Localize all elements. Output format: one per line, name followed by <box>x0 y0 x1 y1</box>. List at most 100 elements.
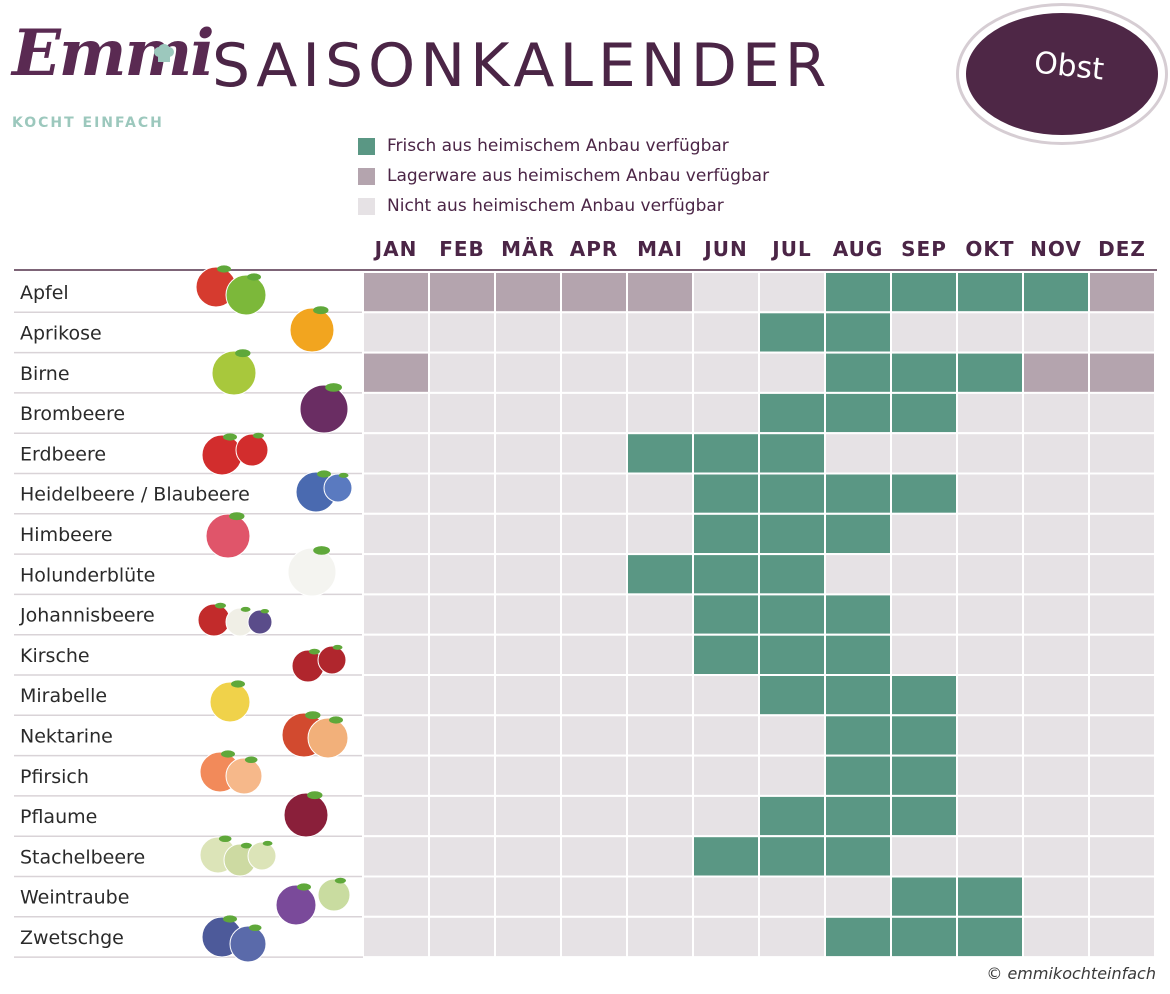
calendar-cell <box>362 714 430 757</box>
calendar-cell <box>1088 794 1156 838</box>
calendar-cell <box>626 351 694 394</box>
calendar-cell <box>1088 432 1156 475</box>
calendar-cell <box>824 512 892 556</box>
mirabelle-icon <box>209 680 251 723</box>
calendar-cell <box>1022 875 1090 918</box>
calendar-cell <box>494 915 562 959</box>
copyright-footer: © emmikochteinfach <box>986 964 1156 983</box>
calendar-cell <box>758 432 826 475</box>
calendar-cell <box>362 915 430 959</box>
month-label: JUN <box>702 237 747 261</box>
calendar-cell <box>362 754 430 797</box>
calendar-cell <box>560 271 628 314</box>
pear-icon <box>211 349 257 396</box>
fruit-label: Nektarine <box>20 725 113 747</box>
legend-swatch-storage <box>358 167 375 185</box>
calendar-cell <box>824 432 892 475</box>
fruit-label: Aprikose <box>20 322 102 344</box>
calendar-cell <box>890 915 958 959</box>
calendar-cell <box>494 311 562 354</box>
calendar-cell <box>824 593 892 636</box>
legend-item-storage: Lagerware aus heimischem Anbau verfügbar <box>358 161 769 191</box>
calendar-cell <box>758 593 826 636</box>
calendar-cell <box>692 432 760 475</box>
calendar-cell <box>758 714 826 757</box>
calendar-cell <box>560 633 628 677</box>
calendar-cell <box>890 875 958 918</box>
calendar-cell <box>692 915 760 959</box>
calendar-cell <box>890 674 958 717</box>
calendar-cell <box>1088 915 1156 959</box>
calendar-cell <box>1088 835 1156 878</box>
fruit-label: Himbeere <box>20 524 113 546</box>
calendar-cell <box>1088 311 1156 354</box>
month-label: APR <box>570 237 619 261</box>
calendar-cell <box>560 714 628 757</box>
calendar-cell <box>362 875 430 918</box>
strawberry-icon <box>201 432 269 476</box>
calendar-cell <box>1088 553 1156 596</box>
page-title: SAISONKALENDER <box>212 31 832 101</box>
calendar-cell <box>494 351 562 394</box>
calendar-cell <box>956 633 1024 677</box>
calendar-cell <box>362 391 430 435</box>
calendar-cell <box>956 432 1024 475</box>
calendar-cell <box>494 875 562 918</box>
calendar-cell <box>956 915 1024 959</box>
legend-swatch-none <box>358 197 375 215</box>
calendar-cell <box>890 432 958 475</box>
calendar-cell <box>428 472 496 515</box>
calendar-cell <box>1088 633 1156 677</box>
calendar-cell <box>824 794 892 838</box>
calendar-cell <box>824 674 892 717</box>
calendar-cell <box>362 633 430 677</box>
calendar-cell <box>1088 271 1156 314</box>
calendar-cell <box>1088 351 1156 394</box>
calendar-cell <box>890 553 958 596</box>
legend-item-fresh: Frisch aus heimischem Anbau verfügbar <box>358 131 769 161</box>
calendar-cell <box>956 875 1024 918</box>
calendar-cell <box>758 271 826 314</box>
calendar-cell <box>956 351 1024 394</box>
calendar-cell <box>494 674 562 717</box>
apricot-icon <box>289 306 335 353</box>
calendar-cell <box>1022 915 1090 959</box>
cherry-icon <box>291 644 347 683</box>
category-badge-ring <box>956 3 1168 145</box>
calendar-cell <box>560 915 628 959</box>
calendar-cell <box>428 754 496 797</box>
calendar-cell <box>692 351 760 394</box>
month-label: MÄR <box>501 237 555 261</box>
calendar-cell <box>890 633 958 677</box>
calendar-cell <box>626 754 694 797</box>
calendar-cell <box>560 553 628 596</box>
calendar-cell <box>956 714 1024 757</box>
fruit-label: Pflaume <box>20 806 97 828</box>
calendar-cell <box>560 512 628 556</box>
calendar-cell <box>494 593 562 636</box>
calendar-cell <box>560 351 628 394</box>
calendar-cell <box>626 432 694 475</box>
currant-icon <box>197 602 273 637</box>
calendar-cell <box>362 311 430 354</box>
calendar-cell <box>626 633 694 677</box>
calendar-cell <box>428 835 496 878</box>
calendar-cell <box>428 633 496 677</box>
calendar-cell <box>626 553 694 596</box>
legend: Frisch aus heimischem Anbau verfügbar La… <box>358 131 769 221</box>
calendar-cell <box>428 432 496 475</box>
calendar-cell <box>362 271 430 314</box>
calendar-cell <box>890 271 958 314</box>
calendar-cell <box>956 794 1024 838</box>
calendar-cell <box>494 271 562 314</box>
calendar-cell <box>560 674 628 717</box>
calendar-cell <box>428 674 496 717</box>
fruit-label: Weintraube <box>20 887 129 909</box>
calendar-cell <box>1022 472 1090 515</box>
fruit-label: Apfel <box>20 282 69 304</box>
calendar-cell <box>560 472 628 515</box>
calendar-cell <box>560 311 628 354</box>
calendar-cell <box>824 875 892 918</box>
calendar-cell <box>692 714 760 757</box>
legend-label-fresh: Frisch aus heimischem Anbau verfügbar <box>387 136 729 156</box>
